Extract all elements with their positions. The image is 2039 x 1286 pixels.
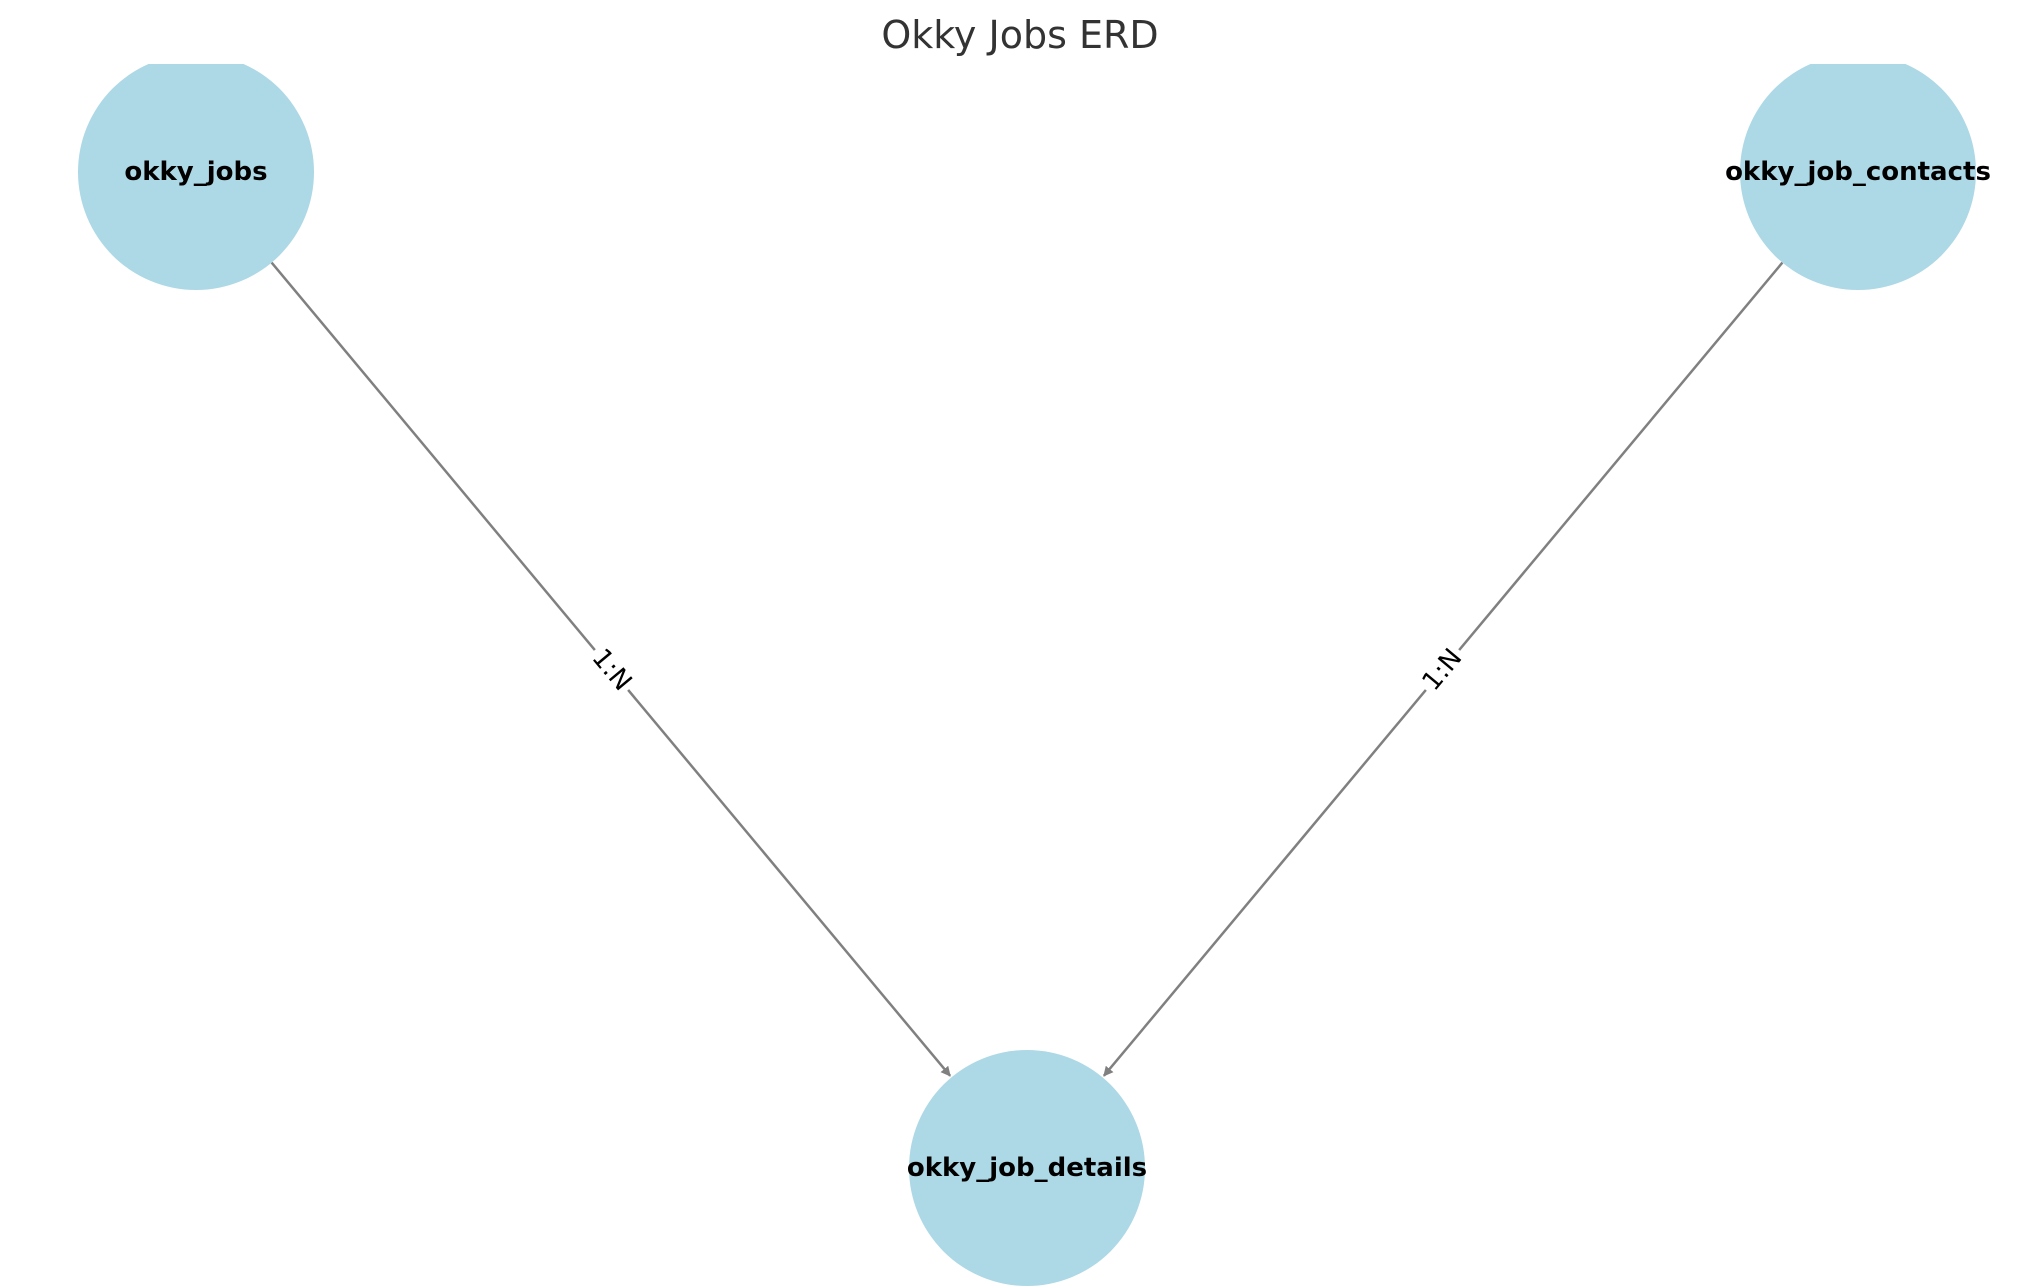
node-label-okky-job-details: okky_job_details [907, 1153, 1147, 1183]
node-label-okky-job-contacts: okky_job_contacts [1725, 157, 1991, 187]
node-okky-job-details [909, 1050, 1145, 1286]
node-okky-job-contacts [1740, 64, 1976, 290]
diagram-title: Okky Jobs ERD [881, 13, 1158, 57]
edge-label-background [581, 638, 642, 702]
edge-label-group: 1:N [1412, 638, 1473, 702]
edge-label-group: 1:N [581, 638, 642, 702]
node-okky-jobs [78, 64, 314, 290]
node-label-okky-jobs: okky_jobs [124, 157, 267, 187]
edge-label-background [1412, 638, 1473, 702]
